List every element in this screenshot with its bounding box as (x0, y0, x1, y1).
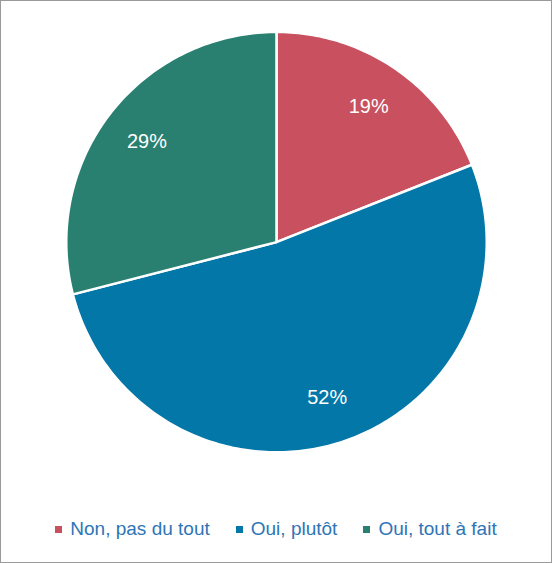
html-text:Oui, plutôt: Oui, plutôt (250, 518, 338, 540)
html-text:Oui, tout à fait: Oui, tout à fait (378, 518, 497, 540)
svg-text:19%: 19% (349, 95, 389, 117)
html-text:Non, pas du tout: Non, pas du tout (70, 518, 210, 540)
svg-text:52%: 52% (307, 386, 347, 408)
svg-text:29%: 29% (127, 130, 167, 152)
